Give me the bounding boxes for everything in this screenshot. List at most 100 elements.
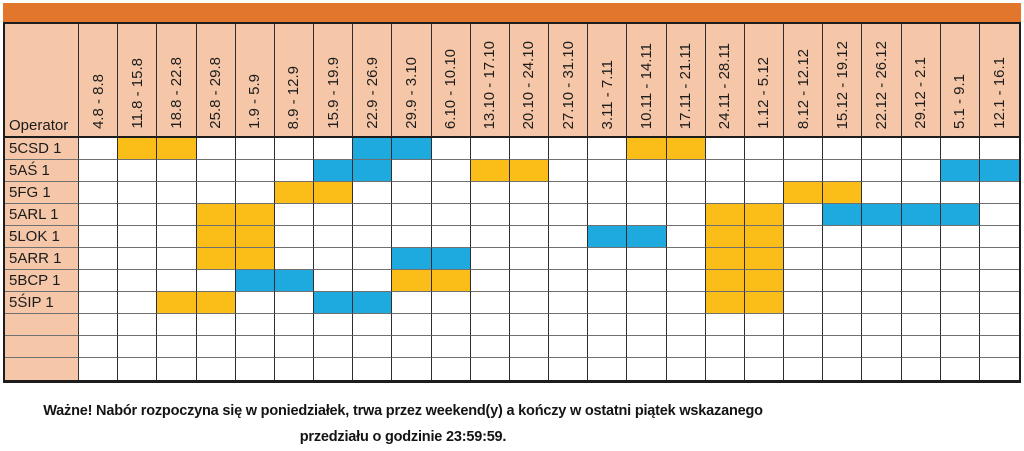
empty-week-cell — [509, 226, 549, 248]
empty-week-cell — [666, 292, 706, 314]
week-header-cell: 5.1 - 9.1 — [940, 24, 980, 138]
empty-week-cell — [314, 138, 354, 160]
empty-week-cell — [862, 248, 902, 270]
empty-week-cell — [353, 248, 393, 270]
empty-week-cell — [549, 248, 589, 270]
empty-week-cell — [744, 358, 784, 380]
week-block-yellow — [744, 292, 784, 314]
week-block-yellow — [235, 226, 275, 248]
empty-week-cell — [431, 314, 471, 336]
empty-week-cell — [979, 336, 1019, 358]
week-header-label: 13.10 - 17.10 — [481, 40, 499, 129]
empty-week-cell — [470, 358, 510, 380]
empty-week-cell — [314, 248, 354, 270]
empty-week-cell — [784, 248, 824, 270]
empty-week-cell — [979, 270, 1019, 292]
week-block-yellow — [784, 182, 824, 204]
week-header-label: 4.8 - 8.8 — [89, 73, 107, 129]
row-label-cell: 5AŚ 1 — [5, 160, 79, 182]
empty-week-cell — [509, 204, 549, 226]
empty-week-cell — [823, 270, 863, 292]
week-header-cell: 12.1 - 16.1 — [979, 24, 1019, 138]
empty-week-cell — [157, 226, 197, 248]
week-block-yellow — [744, 204, 784, 226]
empty-week-cell — [431, 182, 471, 204]
empty-week-cell — [431, 358, 471, 380]
empty-week-cell — [901, 336, 941, 358]
empty-week-cell — [157, 270, 197, 292]
empty-week-cell — [862, 358, 902, 380]
week-header-cell: 25.8 - 29.8 — [196, 24, 236, 138]
empty-week-cell — [392, 204, 432, 226]
week-block-yellow — [196, 204, 236, 226]
empty-week-cell — [274, 292, 314, 314]
week-header-label: 8.12 - 12.12 — [794, 48, 812, 129]
empty-week-cell — [666, 204, 706, 226]
empty-week-cell — [823, 314, 863, 336]
week-header-cell: 18.8 - 22.8 — [157, 24, 197, 138]
empty-week-cell — [862, 292, 902, 314]
week-header-label: 24.11 - 28.11 — [716, 42, 734, 129]
week-header-label: 20.10 - 24.10 — [520, 40, 538, 129]
week-header-label: 25.8 - 29.8 — [207, 57, 225, 129]
week-block-yellow — [823, 182, 863, 204]
empty-week-cell — [235, 292, 275, 314]
empty-week-cell — [470, 138, 510, 160]
empty-week-cell — [470, 336, 510, 358]
empty-week-cell — [509, 138, 549, 160]
week-header-label: 18.8 - 22.8 — [167, 57, 185, 129]
week-block-blue — [431, 248, 471, 270]
empty-week-cell — [862, 182, 902, 204]
empty-week-cell — [118, 358, 158, 380]
empty-week-cell — [627, 160, 667, 182]
week-header-cell: 4.8 - 8.8 — [79, 24, 119, 138]
empty-week-cell — [979, 248, 1019, 270]
empty-week-cell — [862, 226, 902, 248]
empty-week-cell — [392, 226, 432, 248]
empty-week-cell — [744, 336, 784, 358]
empty-week-cell — [901, 270, 941, 292]
empty-week-cell — [392, 336, 432, 358]
row-label-cell: 5LOK 1 — [5, 226, 79, 248]
empty-week-cell — [940, 248, 980, 270]
empty-week-cell — [470, 182, 510, 204]
empty-week-cell — [314, 270, 354, 292]
week-block-yellow — [705, 226, 745, 248]
week-header-label: 8.9 - 12.9 — [285, 65, 303, 129]
empty-week-cell — [118, 182, 158, 204]
footnote: Ważne! Nabór rozpoczyna się w poniedział… — [7, 398, 799, 450]
empty-week-cell — [784, 314, 824, 336]
week-block-yellow — [274, 182, 314, 204]
week-header-cell: 29.9 - 3.10 — [392, 24, 432, 138]
week-header-cell: 15.12 - 19.12 — [823, 24, 863, 138]
week-block-blue — [862, 204, 902, 226]
week-header-label: 3.11 - 7.11 — [598, 59, 616, 130]
empty-week-cell — [431, 204, 471, 226]
empty-week-cell — [940, 226, 980, 248]
week-block-yellow — [157, 138, 197, 160]
empty-week-cell — [509, 336, 549, 358]
empty-week-cell — [588, 182, 628, 204]
empty-week-cell — [196, 138, 236, 160]
empty-week-cell — [118, 314, 158, 336]
empty-week-cell — [157, 182, 197, 204]
empty-week-cell — [157, 248, 197, 270]
empty-week-cell — [157, 314, 197, 336]
empty-week-cell — [431, 160, 471, 182]
empty-week-cell — [235, 138, 275, 160]
week-block-yellow — [705, 204, 745, 226]
empty-week-cell — [274, 138, 314, 160]
empty-week-cell — [979, 314, 1019, 336]
week-header-label: 5.1 - 9.1 — [951, 73, 969, 129]
week-block-blue — [940, 204, 980, 226]
empty-week-cell — [744, 138, 784, 160]
empty-week-cell — [979, 292, 1019, 314]
week-header-label: 17.11 - 21.11 — [677, 42, 695, 129]
empty-week-cell — [549, 358, 589, 380]
empty-week-cell — [666, 182, 706, 204]
empty-week-cell — [901, 314, 941, 336]
empty-week-cell — [588, 336, 628, 358]
week-header-cell: 22.9 - 26.9 — [353, 24, 393, 138]
week-block-yellow — [744, 270, 784, 292]
empty-week-cell — [431, 292, 471, 314]
